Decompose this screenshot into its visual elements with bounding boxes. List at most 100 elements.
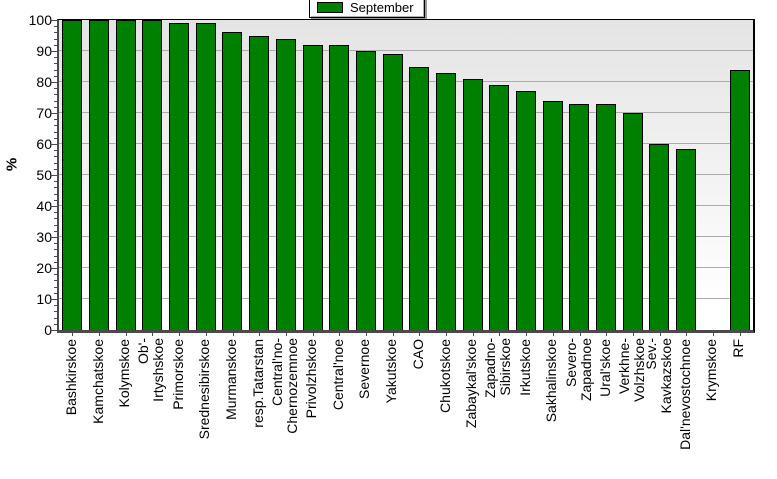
bar — [275, 38, 296, 330]
x-axis-tick — [660, 332, 661, 336]
bar-slot — [513, 20, 540, 330]
y-axis-minor-tick — [54, 138, 57, 139]
bar-slot — [539, 20, 566, 330]
bar — [729, 69, 750, 330]
y-axis-tick — [50, 20, 57, 21]
y-axis-minor-tick — [54, 163, 57, 164]
y-axis-tick-label: 20 — [36, 260, 52, 276]
bar — [542, 100, 563, 330]
y-axis-minor-tick — [54, 318, 57, 319]
bar-slot — [112, 20, 139, 330]
gridline — [59, 81, 753, 82]
y-axis-tick-label: 0 — [44, 322, 52, 338]
y-axis-minor-tick — [54, 70, 57, 71]
bar-slot — [700, 20, 727, 330]
y-axis-tick — [50, 330, 57, 331]
x-axis-tick — [686, 332, 687, 336]
y-axis-minor-tick — [54, 256, 57, 257]
legend: September — [309, 0, 425, 18]
y-axis-tick-label: 10 — [36, 291, 52, 307]
y-axis-minor-tick — [54, 94, 57, 95]
bar-slot — [593, 20, 620, 330]
y-axis-minor-tick — [54, 88, 57, 89]
bar — [649, 144, 670, 330]
bar-slot — [273, 20, 300, 330]
legend-swatch-icon — [317, 2, 343, 13]
bar — [142, 20, 163, 330]
y-axis-minor-tick — [54, 305, 57, 306]
x-axis-tick — [152, 332, 153, 336]
y-axis-minor-tick — [54, 45, 57, 46]
x-axis-tick — [419, 332, 420, 336]
bars-container — [59, 20, 753, 330]
bar-slot — [299, 20, 326, 330]
plot-area — [57, 19, 755, 333]
x-axis-tick — [259, 332, 260, 336]
x-axis-tick — [339, 332, 340, 336]
y-axis-minor-tick — [54, 280, 57, 281]
bar-slot — [59, 20, 86, 330]
x-axis-tick — [366, 332, 367, 336]
y-axis-tick-label: 50 — [36, 167, 52, 183]
bar-slot — [139, 20, 166, 330]
x-axis-tick — [72, 332, 73, 336]
y-axis-minor-tick — [54, 57, 57, 58]
y-axis-tick-label: 60 — [36, 136, 52, 152]
bar — [622, 113, 643, 330]
x-axis-tick — [206, 332, 207, 336]
y-axis-minor-tick — [54, 107, 57, 108]
y-axis-tick-label: 40 — [36, 198, 52, 214]
gridline — [59, 50, 753, 51]
y-axis-minor-tick — [54, 32, 57, 33]
gridline — [59, 205, 753, 206]
y-axis-tick-label: 70 — [36, 105, 52, 121]
x-axis-tick — [526, 332, 527, 336]
y-axis-minor-tick — [54, 311, 57, 312]
y-axis-tick — [50, 113, 57, 114]
y-axis-tick — [50, 299, 57, 300]
y-axis-minor-tick — [54, 287, 57, 288]
y-axis-tick — [50, 268, 57, 269]
bar — [355, 51, 376, 330]
bar-slot — [726, 20, 753, 330]
y-axis-minor-tick — [54, 119, 57, 120]
gridline — [59, 174, 753, 175]
y-axis-minor-tick — [54, 243, 57, 244]
bar — [222, 32, 243, 330]
bar-slot — [379, 20, 406, 330]
x-axis-tick — [740, 332, 741, 336]
bar — [596, 103, 617, 330]
x-axis-tick — [713, 332, 714, 336]
x-axis-tick — [286, 332, 287, 336]
y-axis-minor-tick — [54, 274, 57, 275]
bar — [62, 20, 83, 330]
x-axis-tick — [606, 332, 607, 336]
x-axis-tick — [233, 332, 234, 336]
bar-slot — [353, 20, 380, 330]
gridline — [59, 112, 753, 113]
y-axis-minor-tick — [54, 249, 57, 250]
bar-slot — [673, 20, 700, 330]
y-axis-minor-tick — [54, 169, 57, 170]
y-axis-minor-tick — [54, 125, 57, 126]
y-axis-minor-tick — [54, 200, 57, 201]
bar — [569, 103, 590, 330]
y-axis-minor-tick — [54, 212, 57, 213]
bar-slot — [459, 20, 486, 330]
bar-slot — [486, 20, 513, 330]
y-axis-tick — [50, 51, 57, 52]
bar-slot — [646, 20, 673, 330]
bar-slot — [566, 20, 593, 330]
bar-slot — [326, 20, 353, 330]
bar-slot — [86, 20, 113, 330]
bar — [195, 23, 216, 330]
gridline — [59, 143, 753, 144]
gridline — [59, 298, 753, 299]
bar-slot — [246, 20, 273, 330]
x-axis-tick — [446, 332, 447, 336]
bar — [89, 20, 110, 330]
y-axis-minor-tick — [54, 181, 57, 182]
bar — [435, 72, 456, 330]
x-axis-tick — [473, 332, 474, 336]
